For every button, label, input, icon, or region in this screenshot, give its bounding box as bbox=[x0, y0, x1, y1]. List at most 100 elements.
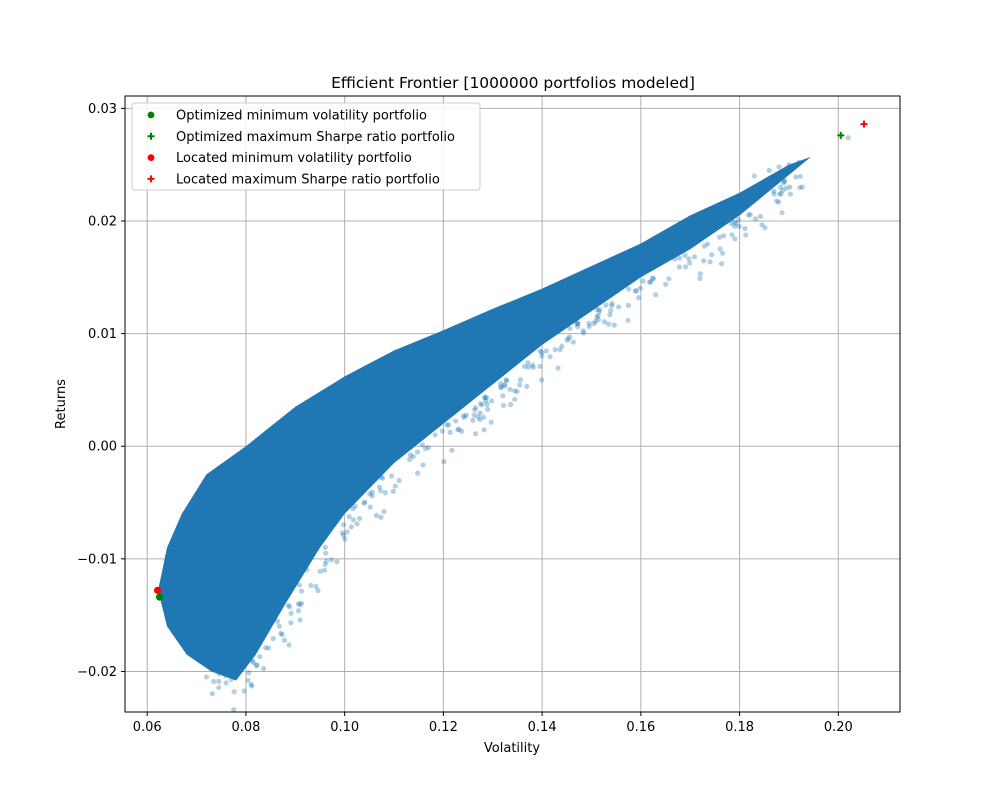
marker-circle-icon bbox=[153, 586, 162, 594]
portfolio-point bbox=[455, 427, 461, 433]
portfolio-point bbox=[369, 493, 375, 499]
portfolio-point bbox=[512, 388, 518, 394]
portfolio-point bbox=[691, 254, 698, 260]
portfolio-point bbox=[245, 677, 251, 683]
portfolio-point bbox=[762, 225, 768, 231]
portfolio-point bbox=[295, 608, 302, 614]
portfolio-point bbox=[742, 226, 748, 232]
portfolio-point bbox=[407, 452, 414, 458]
portfolio-point bbox=[793, 174, 799, 180]
portfolio-point bbox=[786, 162, 792, 168]
portfolio-point bbox=[766, 167, 772, 173]
portfolio-point bbox=[581, 330, 587, 336]
portfolio-point bbox=[257, 654, 263, 660]
portfolio-point bbox=[625, 317, 631, 323]
portfolio-point bbox=[500, 393, 506, 399]
portfolio-point bbox=[254, 662, 260, 668]
portfolio-point bbox=[276, 623, 282, 629]
marker-circle-icon bbox=[147, 154, 155, 162]
portfolio-point bbox=[346, 514, 352, 520]
portfolio-point bbox=[288, 620, 294, 626]
portfolio-point bbox=[543, 348, 549, 354]
legend-label: Located maximum Sharpe ratio portfolio bbox=[176, 172, 440, 187]
portfolio-point bbox=[512, 396, 518, 402]
portfolio-point bbox=[552, 347, 558, 353]
portfolio-point bbox=[564, 337, 570, 343]
portfolio-point bbox=[313, 583, 319, 590]
portfolio-point bbox=[539, 349, 545, 356]
portfolio-point bbox=[701, 243, 708, 249]
portfolio-point bbox=[743, 232, 749, 238]
portfolio-point bbox=[378, 488, 384, 494]
portfolio-point bbox=[771, 188, 777, 194]
portfolio-point bbox=[361, 500, 367, 506]
portfolio-point bbox=[246, 670, 252, 676]
portfolio-point bbox=[231, 689, 237, 695]
portfolio-point bbox=[406, 456, 413, 463]
portfolio-point bbox=[459, 428, 465, 434]
portfolio-point bbox=[350, 517, 357, 523]
portfolio-point bbox=[249, 658, 255, 664]
portfolio-point bbox=[747, 211, 753, 218]
legend-label: Located minimum volatility portfolio bbox=[176, 151, 412, 166]
portfolio-point bbox=[594, 314, 600, 320]
portfolio-point bbox=[299, 588, 305, 594]
portfolio-point bbox=[771, 191, 777, 197]
portfolio-point bbox=[521, 363, 528, 370]
portfolio-point bbox=[615, 304, 622, 310]
portfolio-point bbox=[231, 707, 237, 713]
legend: Optimized minimum volatility portfolio Op… bbox=[131, 102, 481, 191]
portfolio-point bbox=[557, 347, 563, 353]
portfolio-point bbox=[606, 321, 612, 327]
portfolio-point bbox=[396, 477, 402, 484]
portfolio-point bbox=[633, 288, 640, 294]
y-axis-label: Returns bbox=[54, 379, 69, 429]
portfolio-point bbox=[477, 401, 484, 407]
portfolio-point bbox=[796, 159, 802, 166]
portfolio-point bbox=[595, 317, 601, 323]
portfolio-point bbox=[705, 241, 711, 247]
portfolio-point bbox=[296, 582, 303, 588]
portfolio-point bbox=[334, 559, 340, 565]
portfolio-point bbox=[297, 617, 303, 623]
portfolio-point bbox=[498, 384, 504, 390]
portfolio-point bbox=[250, 659, 256, 665]
portfolio-point bbox=[461, 414, 467, 420]
portfolio-point bbox=[596, 306, 602, 313]
portfolio-point bbox=[751, 173, 757, 179]
portfolio-point bbox=[596, 309, 602, 315]
portfolio-point bbox=[475, 414, 481, 420]
portfolio-point bbox=[514, 388, 520, 395]
portfolio-point bbox=[381, 508, 387, 515]
portfolio-point bbox=[452, 418, 459, 424]
portfolio-point bbox=[503, 378, 510, 384]
portfolio-point bbox=[709, 252, 715, 258]
portfolio-point bbox=[376, 484, 382, 490]
portfolio-point bbox=[594, 306, 600, 312]
legend-label: Optimized minimum volatility portfolio bbox=[176, 109, 427, 124]
portfolio-point bbox=[263, 645, 269, 651]
portfolio-point bbox=[228, 676, 234, 682]
portfolio-point bbox=[482, 394, 488, 400]
portfolio-point bbox=[380, 475, 386, 481]
portfolio-point bbox=[344, 529, 350, 535]
portfolio-point bbox=[537, 363, 543, 369]
portfolio-point bbox=[676, 264, 682, 270]
portfolio-point bbox=[601, 319, 608, 325]
portfolio-point bbox=[611, 322, 617, 328]
x-tick-label: 0.16 bbox=[626, 720, 655, 735]
portfolio-point bbox=[773, 198, 780, 204]
portfolio-point bbox=[524, 383, 530, 390]
portfolio-point bbox=[419, 442, 425, 448]
portfolio-point bbox=[323, 550, 329, 556]
portfolio-point bbox=[573, 321, 580, 327]
x-axis: 0.06 0.08 0.10 0.12 0.14 0.16 0.18 0.20 bbox=[133, 712, 853, 735]
portfolio-point bbox=[632, 288, 638, 294]
portfolio-point bbox=[479, 402, 485, 408]
portfolio-point bbox=[797, 184, 803, 191]
portfolio-point bbox=[686, 256, 692, 262]
portfolio-point bbox=[729, 232, 735, 238]
portfolio-point bbox=[472, 431, 479, 437]
portfolio-point bbox=[483, 398, 489, 404]
x-tick-label: 0.20 bbox=[824, 720, 853, 735]
